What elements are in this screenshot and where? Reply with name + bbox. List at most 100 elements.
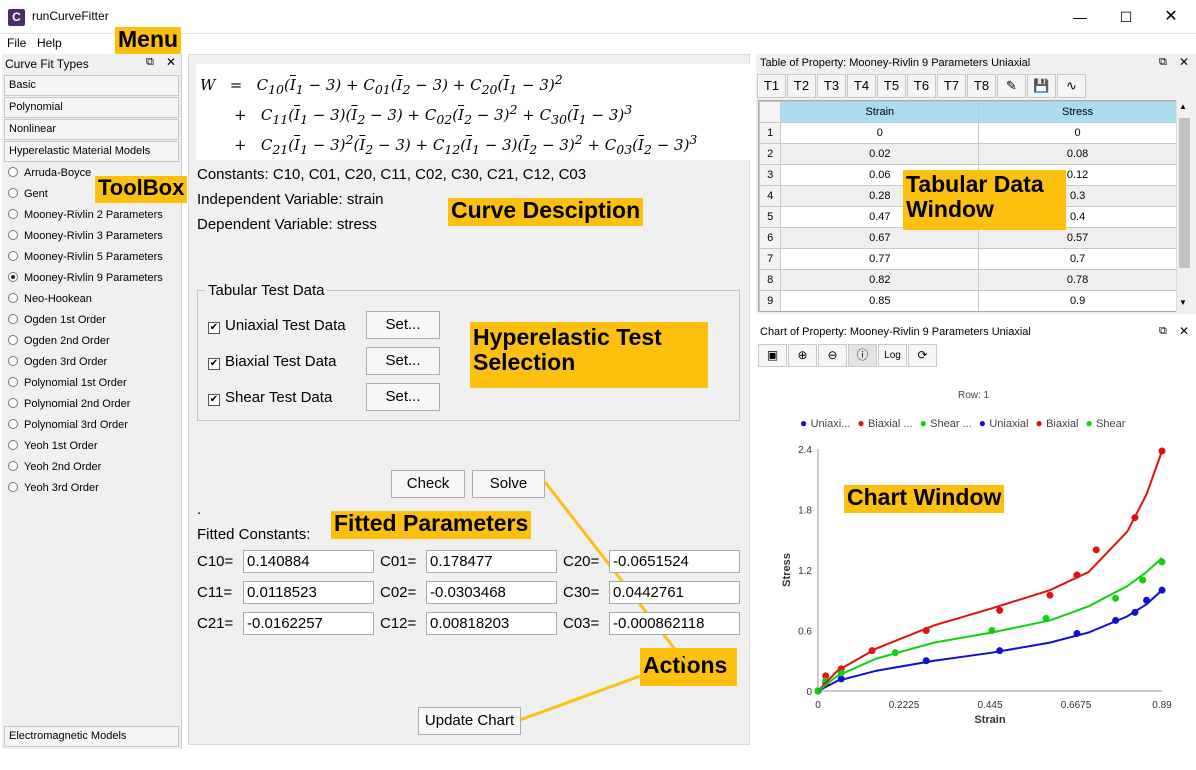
table-row[interactable]: 2 0.02 0.08 (759, 143, 1177, 165)
group-nonlinear[interactable]: Nonlinear (4, 119, 179, 140)
group-hyperelastic-material-models[interactable]: Hyperelastic Material Models (4, 141, 179, 162)
model-option[interactable]: Polynomial 1st Order (8, 373, 127, 394)
radio-icon[interactable] (8, 461, 18, 471)
float-icon[interactable]: ⧉ (1159, 56, 1167, 68)
radio-icon[interactable] (8, 209, 18, 219)
constant-value-field[interactable]: 0.00818203 (426, 612, 557, 635)
constant-value-field[interactable]: -0.0162257 (243, 612, 374, 635)
radio-icon[interactable] (8, 482, 18, 492)
constant-value-field[interactable]: -0.0651524 (609, 550, 740, 573)
tab-t8[interactable]: T8 (967, 74, 996, 98)
constant-value-field[interactable]: 0.140884 (243, 550, 374, 573)
column-header-stress[interactable]: Stress (978, 101, 1177, 123)
column-header-strain[interactable]: Strain (780, 101, 980, 123)
test-data-checkbox[interactable]: ✔ Uniaxial Test Data (208, 317, 346, 334)
tab-t2[interactable]: T2 (787, 74, 816, 98)
model-option[interactable]: Ogden 3rd Order (8, 352, 107, 373)
edit-icon[interactable]: ✎ (997, 74, 1026, 98)
table-cell[interactable]: 0.57 (978, 227, 1177, 249)
set-test-data-button[interactable]: Set... (366, 347, 440, 375)
tab-t5[interactable]: T5 (877, 74, 906, 98)
minimize-icon[interactable]: — (1073, 9, 1087, 25)
radio-icon[interactable] (8, 251, 18, 261)
table-cell[interactable]: 0.9 (978, 290, 1177, 311)
set-test-data-button[interactable]: Set... (366, 311, 440, 339)
model-option[interactable]: Polynomial 3rd Order (8, 415, 128, 436)
radio-icon[interactable] (8, 419, 18, 429)
table-row[interactable]: 9 0.85 0.9 (759, 290, 1177, 311)
log-scale-button[interactable]: Log (878, 344, 907, 367)
solve-button[interactable]: Solve (472, 470, 545, 498)
model-option[interactable]: Ogden 1st Order (8, 310, 106, 331)
close-panel-icon[interactable]: ✕ (166, 55, 177, 69)
model-option[interactable]: Mooney-Rivlin 2 Parameters (8, 205, 163, 226)
radio-icon[interactable] (8, 440, 18, 450)
info-icon[interactable]: ⓘ (848, 344, 877, 367)
zoom-in-icon[interactable]: ⊕ (788, 344, 817, 367)
tab-t7[interactable]: T7 (937, 74, 966, 98)
table-cell[interactable]: 0 (780, 122, 980, 144)
model-option[interactable]: Neo-Hookean (8, 289, 92, 310)
table-row[interactable]: 3 0.06 0.12 (759, 164, 1177, 186)
scroll-up-icon[interactable]: ▲ (1179, 102, 1187, 111)
model-option[interactable]: Gent (8, 184, 48, 205)
group-electromagnetic-models[interactable]: Electromagnetic Models (4, 726, 179, 747)
update-chart-button[interactable]: Update Chart (418, 707, 521, 735)
model-option[interactable]: Arruda-Boyce (8, 163, 91, 184)
radio-icon[interactable] (8, 230, 18, 240)
float-icon[interactable]: ⧉ (1159, 325, 1167, 337)
fit-view-icon[interactable]: ▣ (758, 344, 787, 367)
menu-file[interactable]: File (7, 36, 27, 50)
scroll-down-icon[interactable]: ▼ (1179, 298, 1187, 307)
radio-icon[interactable] (8, 272, 18, 282)
table-cell[interactable]: 0.02 (780, 143, 980, 165)
group-polynomial[interactable]: Polynomial (4, 97, 179, 118)
tab-t6[interactable]: T6 (907, 74, 936, 98)
model-option[interactable]: Yeoh 3rd Order (8, 478, 99, 499)
test-data-checkbox[interactable]: ✔ Biaxial Test Data (208, 353, 336, 370)
save-icon[interactable]: 💾 (1027, 74, 1056, 98)
model-option[interactable]: Polynomial 2nd Order (8, 394, 130, 415)
table-row[interactable]: 8 0.82 0.78 (759, 269, 1177, 291)
close-panel-icon[interactable]: ✕ (1179, 55, 1190, 69)
tab-t4[interactable]: T4 (847, 74, 876, 98)
check-button[interactable]: Check (391, 470, 465, 498)
checkbox-icon[interactable]: ✔ (208, 322, 220, 334)
constant-value-field[interactable]: 0.178477 (426, 550, 557, 573)
scroll-thumb[interactable] (1179, 118, 1190, 268)
radio-icon[interactable] (8, 377, 18, 387)
test-data-checkbox[interactable]: ✔ Shear Test Data (208, 389, 332, 406)
set-test-data-button[interactable]: Set... (366, 383, 440, 411)
checkbox-icon[interactable]: ✔ (208, 394, 220, 406)
model-option[interactable]: Mooney-Rivlin 9 Parameters (8, 268, 163, 289)
table-row[interactable]: 7 0.77 0.7 (759, 248, 1177, 270)
maximize-icon[interactable]: ☐ (1119, 9, 1133, 25)
close-panel-icon[interactable]: ✕ (1179, 324, 1190, 338)
data-grid[interactable]: Strain Stress 1 0 0 2 0.02 0.08 3 0.06 0.12 4 0.28 0.… (758, 100, 1178, 312)
model-option[interactable]: Mooney-Rivlin 5 Parameters (8, 247, 163, 268)
table-cell[interactable]: 0.78 (978, 269, 1177, 291)
radio-icon[interactable] (8, 314, 18, 324)
model-option[interactable]: Mooney-Rivlin 3 Parameters (8, 226, 163, 247)
constant-value-field[interactable]: -0.0303468 (426, 581, 557, 604)
tab-t1[interactable]: T1 (757, 74, 786, 98)
table-cell[interactable]: 0.82 (780, 269, 980, 291)
table-cell[interactable]: 0.85 (780, 290, 980, 311)
close-icon[interactable]: ✕ (1164, 8, 1178, 25)
table-cell[interactable]: 0.08 (978, 143, 1177, 165)
table-cell[interactable]: 0 (978, 122, 1177, 144)
radio-icon[interactable] (8, 335, 18, 345)
float-icon[interactable]: ⧉ (146, 56, 154, 68)
radio-icon[interactable] (8, 293, 18, 303)
constant-value-field[interactable]: -0.000862118 (609, 612, 740, 635)
group-basic[interactable]: Basic (4, 75, 179, 96)
checkbox-icon[interactable]: ✔ (208, 358, 220, 370)
model-option[interactable]: Yeoh 1st Order (8, 436, 98, 457)
table-row[interactable]: 6 0.67 0.57 (759, 227, 1177, 249)
constant-value-field[interactable]: 0.0442761 (609, 581, 740, 604)
menu-help[interactable]: Help (37, 36, 62, 50)
radio-icon[interactable] (8, 398, 18, 408)
radio-icon[interactable] (8, 356, 18, 366)
radio-icon[interactable] (8, 167, 18, 177)
